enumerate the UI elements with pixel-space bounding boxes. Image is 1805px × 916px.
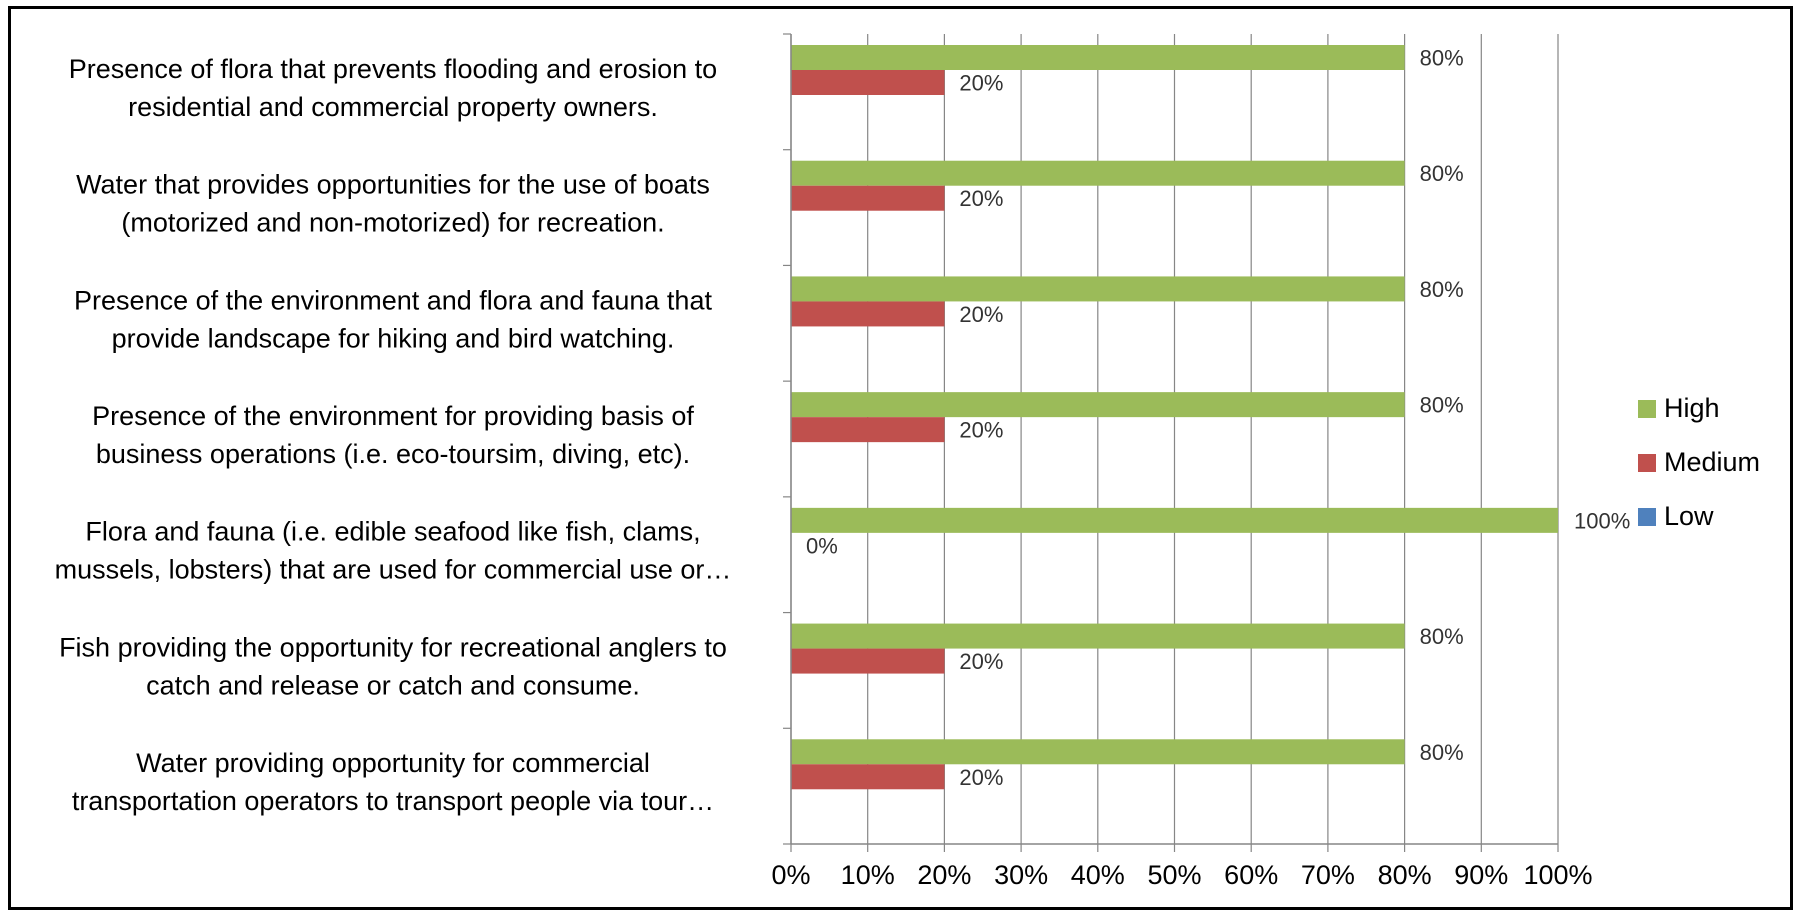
- category-label: Presence of the environment and flora an…: [74, 285, 712, 315]
- data-label-high: 80%: [1420, 393, 1464, 418]
- category-label: Water that provides opportunities for th…: [76, 170, 710, 200]
- bar-medium: [791, 417, 945, 443]
- data-label-medium: 20%: [959, 649, 1003, 674]
- labels: 0% 10% 20% 30% 40% 50% 60% 70% 80% 90% 100% 80% 80% 8…: [55, 46, 1631, 891]
- x-tick-label: 0%: [771, 860, 810, 890]
- data-label-high: 80%: [1420, 277, 1464, 302]
- data-label-medium: 20%: [959, 302, 1003, 327]
- data-label-high: 100%: [1574, 508, 1630, 533]
- x-tick-label: 60%: [1224, 860, 1278, 890]
- category-label: Presence of the environment for providin…: [92, 401, 694, 431]
- data-label-high: 80%: [1420, 740, 1464, 765]
- legend: High Medium Low: [1638, 393, 1760, 531]
- bar-high: [791, 160, 1405, 186]
- data-label-medium: 0%: [806, 533, 838, 558]
- category-label: transportation operators to transport pe…: [72, 786, 714, 816]
- x-tick-label: 30%: [994, 860, 1048, 890]
- category-label: residential and commercial property owne…: [128, 92, 658, 122]
- x-tick-label: 40%: [1071, 860, 1125, 890]
- bar-high: [791, 507, 1558, 533]
- category-label: (motorized and non-motorized) for recrea…: [121, 208, 664, 238]
- legend-label-low: Low: [1664, 501, 1714, 531]
- bar-high: [791, 276, 1405, 302]
- bar-medium: [791, 301, 945, 327]
- x-tick-label: 80%: [1378, 860, 1432, 890]
- category-label: Fish providing the opportunity for recre…: [59, 632, 727, 662]
- bar-medium: [791, 764, 945, 790]
- data-label-medium: 20%: [959, 765, 1003, 790]
- legend-swatch-high: [1638, 400, 1656, 418]
- x-tick-label: 50%: [1147, 860, 1201, 890]
- category-label: Flora and fauna (i.e. edible seafood lik…: [85, 517, 700, 547]
- bar-medium: [791, 648, 945, 674]
- category-label: provide landscape for hiking and bird wa…: [112, 323, 675, 353]
- data-label-medium: 20%: [959, 418, 1003, 443]
- x-tick-label: 20%: [917, 860, 971, 890]
- data-label-high: 80%: [1420, 46, 1464, 71]
- category-label: Water providing opportunity for commerci…: [136, 748, 650, 778]
- category-label: mussels, lobsters) that are used for com…: [55, 555, 732, 585]
- bars: [791, 45, 1558, 790]
- data-label-medium: 20%: [959, 186, 1003, 211]
- data-label-high: 80%: [1420, 624, 1464, 649]
- x-tick-label: 100%: [1523, 860, 1592, 890]
- bar-high: [791, 392, 1405, 418]
- axes: [783, 33, 1559, 852]
- bar-high: [791, 739, 1405, 765]
- legend-swatch-medium: [1638, 454, 1656, 472]
- x-tick-label: 70%: [1301, 860, 1355, 890]
- x-tick-label: 90%: [1454, 860, 1508, 890]
- bar-high: [791, 623, 1405, 649]
- legend-swatch-low: [1638, 508, 1656, 526]
- data-label-high: 80%: [1420, 161, 1464, 186]
- legend-label-medium: Medium: [1664, 447, 1760, 477]
- bar-medium: [791, 185, 945, 211]
- data-label-medium: 20%: [959, 71, 1003, 96]
- category-label: business operations (i.e. eco-toursim, d…: [96, 439, 690, 469]
- legend-label-high: High: [1664, 393, 1720, 423]
- x-tick-label: 10%: [841, 860, 895, 890]
- category-label: catch and release or catch and consume.: [146, 670, 640, 700]
- category-label: Presence of flora that prevents flooding…: [69, 54, 717, 84]
- bar-high: [791, 45, 1405, 70]
- bar-medium: [791, 70, 945, 95]
